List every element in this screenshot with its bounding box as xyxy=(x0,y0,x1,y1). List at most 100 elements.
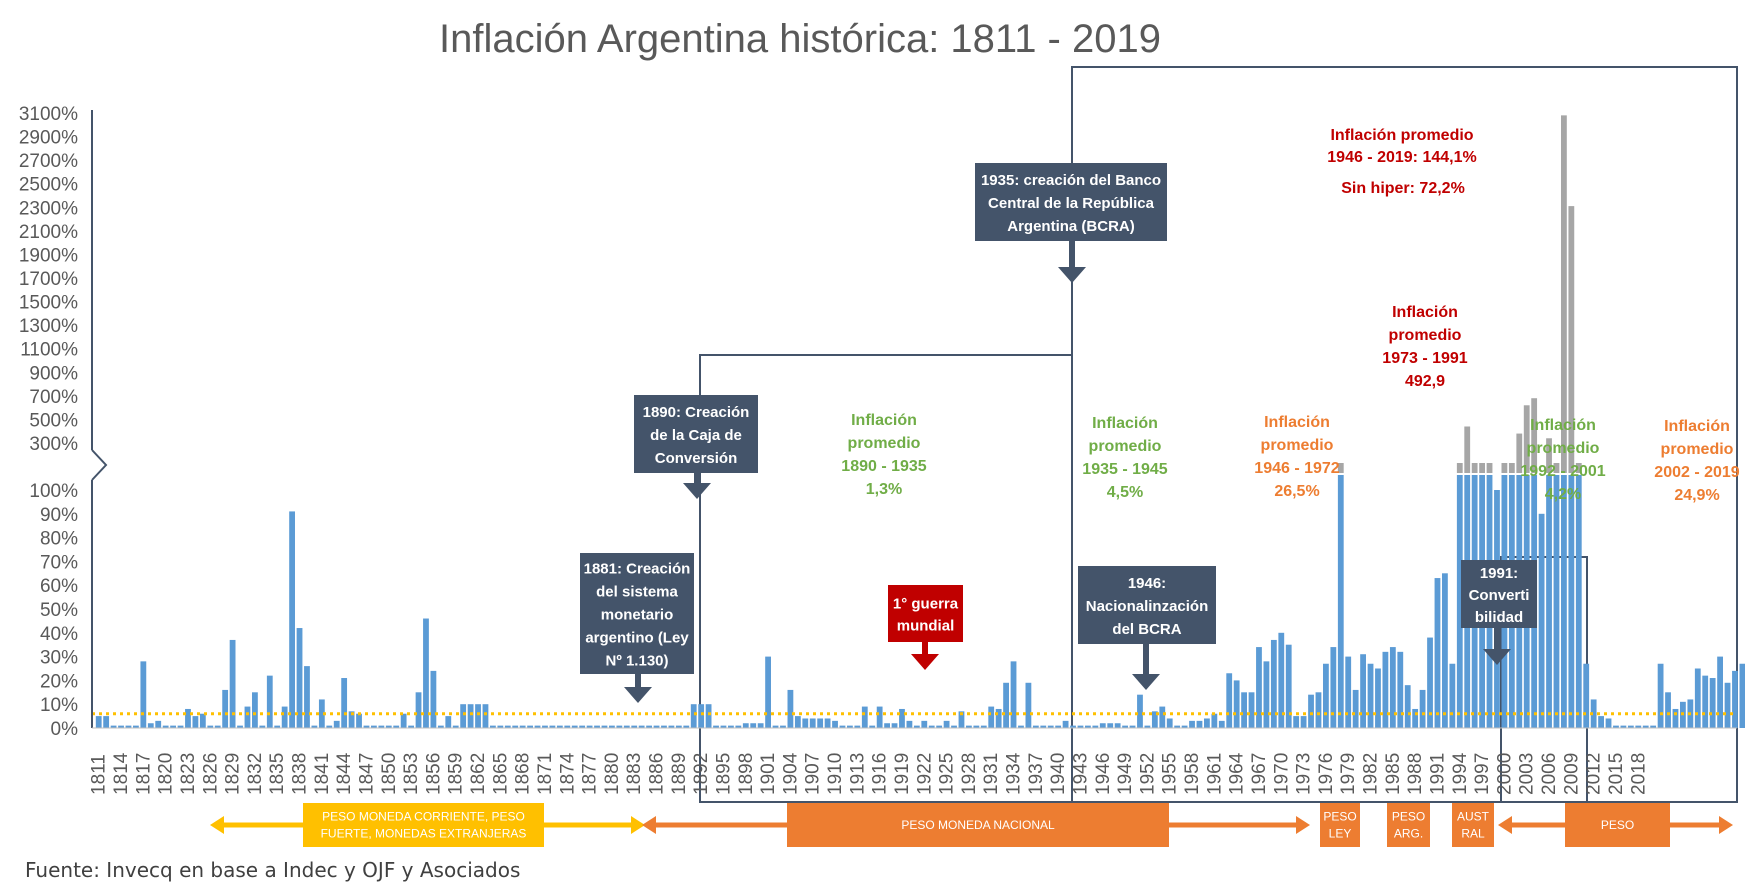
bar-1829 xyxy=(229,639,236,728)
bar-1972 xyxy=(1293,716,1300,728)
average-inflation-label: 492,9 xyxy=(1405,373,1445,390)
y-tick-label: 1100% xyxy=(20,340,78,361)
bar-1971 xyxy=(1285,644,1292,728)
bar-1818 xyxy=(147,723,154,728)
currency-label-text: ARG. xyxy=(1394,827,1423,841)
bar-1890 xyxy=(683,725,690,728)
bar-1965 xyxy=(1241,692,1247,728)
bar-1957 xyxy=(1181,725,1188,728)
bar-1926 xyxy=(951,725,957,728)
bar-1943 xyxy=(1077,725,1084,728)
bar-1815 xyxy=(125,725,132,728)
callout-arrow-head xyxy=(911,654,939,670)
bar-1983 xyxy=(1375,668,1381,728)
average-inflation-label: 1946 - 1972 xyxy=(1254,460,1340,477)
average-inflation-label: 1946 - 2019: 144,1% xyxy=(1327,149,1476,166)
x-tick-label: 1991 xyxy=(1427,753,1448,795)
bar-1907 xyxy=(809,718,816,728)
bar-1899 xyxy=(750,723,757,728)
bar-1921 xyxy=(913,725,920,728)
bar-1893 xyxy=(705,704,712,728)
bar-1813 xyxy=(110,725,117,728)
bar-1932 xyxy=(995,708,1002,728)
bar-1902 xyxy=(772,725,779,728)
bar-2015 xyxy=(1613,725,1619,728)
bar-1885 xyxy=(646,725,652,728)
x-tick-label: 1898 xyxy=(736,753,757,795)
callout-text: Nº 1.130) xyxy=(605,653,668,670)
currency-label-background xyxy=(303,803,544,847)
y-tick-label: 900% xyxy=(29,363,78,384)
bar-1955 xyxy=(1166,718,1173,728)
bar-1914 xyxy=(861,706,868,728)
bar-1869 xyxy=(527,725,533,728)
bar-1894 xyxy=(713,725,719,728)
y-tick-label: 1500% xyxy=(19,293,78,314)
bar-2021 xyxy=(1657,663,1664,728)
bar-2028 xyxy=(1709,678,1716,728)
bar-1940 xyxy=(1055,725,1062,728)
callout-arrow-head xyxy=(683,483,711,499)
x-tick-label: 1844 xyxy=(334,752,355,795)
y-tick-label: 500% xyxy=(29,410,78,431)
x-tick-label: 1958 xyxy=(1182,753,1203,795)
bar-1974 xyxy=(1308,694,1314,728)
bar-1892 xyxy=(698,704,705,728)
y-tick-label: 2900% xyxy=(19,128,78,149)
x-tick-label: 1934 xyxy=(1004,752,1025,795)
bar-1850 xyxy=(385,725,392,728)
bar-1831 xyxy=(244,706,251,728)
y-tick-label: 700% xyxy=(29,387,78,408)
x-tick-label: 1886 xyxy=(647,753,668,795)
bar-1868 xyxy=(519,725,526,728)
bar-1848 xyxy=(371,725,377,728)
bar-1917 xyxy=(884,723,890,728)
average-inflation-label: Inflación xyxy=(1264,414,1330,431)
x-tick-label: 2000 xyxy=(1494,753,1515,795)
x-tick-label: 1892 xyxy=(691,753,712,795)
x-tick-label: 1979 xyxy=(1338,753,1359,795)
bar-1967 xyxy=(1256,647,1262,728)
bar-1889 xyxy=(675,725,682,728)
bar-1949 xyxy=(1122,725,1128,728)
average-inflation-label: 26,5% xyxy=(1274,483,1319,500)
bar-1842 xyxy=(326,725,333,728)
bar-1881 xyxy=(616,725,623,728)
bar-1908 xyxy=(817,718,824,728)
bar-top-2001 xyxy=(1508,463,1515,473)
currency-label-box: PESO MONEDA CORRIENTE, PESO FUERTE, MONED… xyxy=(303,803,544,847)
bar-1968 xyxy=(1263,661,1270,728)
bar-1821 xyxy=(170,725,176,728)
bar-top-2002 xyxy=(1516,433,1523,473)
x-tick-label: 1907 xyxy=(803,753,824,795)
callout-background xyxy=(580,553,694,674)
callout-text: 1° guerra xyxy=(893,596,959,613)
x-tick-label: 2006 xyxy=(1539,753,1560,795)
y-tick-label: 80% xyxy=(40,529,78,550)
bar-1840 xyxy=(311,725,318,728)
bar-1903 xyxy=(780,725,786,728)
bar-1836 xyxy=(281,706,288,728)
bar-top-2009 xyxy=(1568,206,1575,473)
bar-1923 xyxy=(928,725,935,728)
average-inflation-label: 4,2% xyxy=(1545,486,1581,503)
average-inflation-label: Inflación xyxy=(1092,415,1158,432)
callout-text: de la Caja de xyxy=(650,427,742,444)
callout-text: Converti xyxy=(1469,587,1530,604)
bar-top-2000 xyxy=(1501,463,1508,473)
bar-2023 xyxy=(1672,708,1679,728)
x-tick-label: 2012 xyxy=(1584,753,1605,795)
average-inflation-label: Inflación promedio xyxy=(1330,127,1473,144)
y-tick-label: 40% xyxy=(40,624,78,645)
bar-1918 xyxy=(891,723,898,728)
bar-top-2008 xyxy=(1561,115,1567,473)
bar-1904 xyxy=(787,689,794,728)
x-tick-label: 1883 xyxy=(624,753,645,795)
x-tick-label: 1901 xyxy=(758,753,779,795)
average-inflation-label: 4,5% xyxy=(1107,484,1143,501)
bar-1832 xyxy=(252,692,258,728)
callout-box: 1° guerra mundial xyxy=(888,585,963,670)
callout-text: Conversión xyxy=(655,450,738,467)
bar-1841 xyxy=(318,699,325,728)
period-box-1935-2019 xyxy=(1071,66,1738,803)
